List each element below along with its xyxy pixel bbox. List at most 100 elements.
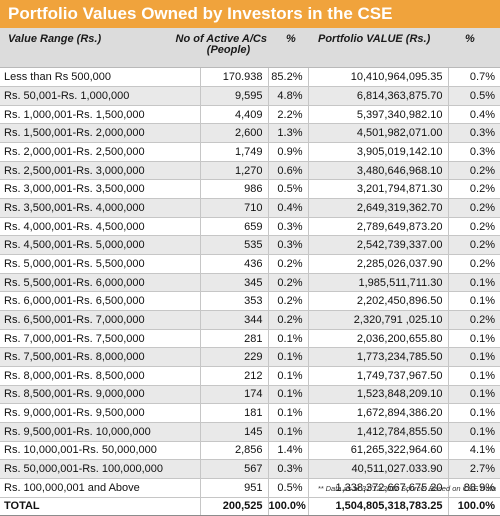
value-pct-cell: 0.4% xyxy=(448,105,500,125)
accounts-pct-cell: 0.4% xyxy=(268,198,309,218)
table-row: Rs. 5,500,001-Rs. 6,000,000 345 0.2% 1,985,… xyxy=(0,273,500,293)
accounts-pct-cell: 0.3% xyxy=(268,235,309,256)
value-range-cell: Rs. 7,000,001-Rs. 7,500,000 xyxy=(0,329,201,349)
value-pct-cell: 0.2% xyxy=(448,198,500,218)
portfolio-value-cell: 3,905,019,142.10 xyxy=(308,142,449,162)
portfolio-value-cell: 4,501,982,071.00 xyxy=(308,123,449,144)
header-value-range: Value Range (Rs.) xyxy=(8,33,102,45)
accounts-pct-cell: 0.1% xyxy=(268,422,309,442)
accounts-cell: 535 xyxy=(200,235,269,256)
value-pct-cell: 4.1% xyxy=(448,441,500,461)
portfolio-value-cell: 5,397,340,982.10 xyxy=(308,105,449,125)
table-row: Rs. 7,000,001-Rs. 7,500,000 281 0.1% 2,036,… xyxy=(0,329,500,349)
portfolio-value-cell: 2,036,200,655.80 xyxy=(308,329,449,349)
table-row: Rs. 9,000,001-Rs. 9,500,000 181 0.1% 1,672,… xyxy=(0,403,500,423)
value-pct-cell: 0.1% xyxy=(448,291,500,312)
accounts-cell: 353 xyxy=(200,291,269,312)
footnote: ** Data as at 31/12/2011 Source: Based o… xyxy=(317,484,496,493)
table-row: Rs. 9,500,001-Rs. 10,000,000 145 0.1% 1,412… xyxy=(0,422,500,442)
value-range-cell: Rs. 6,500,001-Rs. 7,000,000 xyxy=(0,310,201,330)
value-pct-cell: 88.9% xyxy=(448,478,500,498)
page-title: Portfolio Values Owned by Investors in t… xyxy=(0,0,500,28)
accounts-pct-cell: 4.8% xyxy=(268,86,309,106)
table-row: Rs. 100,000,001 and Above 951 0.5% 1,338,37… xyxy=(0,478,500,498)
header-pct-value: % xyxy=(465,33,475,45)
portfolio-value-cell: 2,320,791 ,025.10 xyxy=(308,310,449,330)
portfolio-value-cell: 1,749,737,967.50 xyxy=(308,366,449,386)
value-pct-cell: 0.2% xyxy=(448,254,500,274)
accounts-pct-cell: 1.4% xyxy=(268,441,309,461)
accounts-cell: 174 xyxy=(200,385,269,405)
accounts-cell: 986 xyxy=(200,179,269,200)
table-row: Rs. 3,500,001-Rs. 4,000,000 710 0.4% 2,649,… xyxy=(0,198,500,218)
header-pct-accounts: % xyxy=(286,33,296,45)
accounts-cell: 1,749 xyxy=(200,142,269,162)
value-pct-cell: 0.1% xyxy=(448,273,500,293)
accounts-cell: 181 xyxy=(200,403,269,423)
value-range-cell: Rs. 2,500,001-Rs. 3,000,000 xyxy=(0,161,201,181)
value-range-cell: Rs. 5,000,001-Rs. 5,500,000 xyxy=(0,254,201,274)
value-range-cell: Rs. 6,000,001-Rs. 6,500,000 xyxy=(0,291,201,312)
table-row: Rs. 2,000,001-Rs. 2,500,000 1,749 0.9% 3,90… xyxy=(0,142,500,162)
value-pct-cell: 0.1% xyxy=(448,385,500,405)
table-row: Less than Rs 500,000 170.938 85.2% 10,410,9… xyxy=(0,68,500,88)
portfolio-value-cell: 2,202,450,896.50 xyxy=(308,291,449,312)
total-row: TOTAL 200,525 100.0% 1,504,805,318,783.25 10… xyxy=(0,497,500,516)
value-pct-cell: 0.3% xyxy=(448,123,500,144)
table-row: Rs. 50,001-Rs. 1,000,000 9,595 4.8% 6,814,3… xyxy=(0,86,500,106)
table-row: Rs. 50,000,001-Rs. 100,000,000 567 0.3% 40,… xyxy=(0,459,500,479)
table-row: Rs. 8,500,001-Rs. 9,000,000 174 0.1% 1,523,… xyxy=(0,385,500,405)
portfolio-value-cell: 3,480,646,968.10 xyxy=(308,161,449,181)
portfolio-value-cell: 1,523,848,209.10 xyxy=(308,385,449,405)
accounts-pct-cell: 0.1% xyxy=(268,403,309,423)
accounts-cell: 710 xyxy=(200,198,269,218)
table-row: Rs. 3,000,001-Rs. 3,500,000 986 0.5% 3,201,… xyxy=(0,179,500,200)
portfolio-value-cell: 2,285,026,037.90 xyxy=(308,254,449,274)
accounts-cell: 145 xyxy=(200,422,269,442)
accounts-pct-cell: 0.6% xyxy=(268,161,309,181)
header-accounts: No of Active A/Cs (People) xyxy=(150,34,267,56)
portfolio-value-cell: 6,814,363,875.70 xyxy=(308,86,449,106)
accounts-pct-cell: 0.9% xyxy=(268,142,309,162)
accounts-cell: 4,409 xyxy=(200,105,269,125)
value-range-cell: Rs. 1,500,001-Rs. 2,000,000 xyxy=(0,123,201,144)
header-accounts-line2: (People) xyxy=(206,44,251,56)
portfolio-value-cell: 1,504,805,318,783.25 xyxy=(308,497,449,516)
value-range-cell: Rs. 1,000,001-Rs. 1,500,000 xyxy=(0,105,201,125)
accounts-pct-cell: 1.3% xyxy=(268,123,309,144)
table-row: Rs. 7,500,001-Rs. 8,000,000 229 0.1% 1,773,… xyxy=(0,347,500,367)
accounts-pct-cell: 0.3% xyxy=(268,459,309,479)
value-pct-cell: 0.2% xyxy=(448,217,500,237)
accounts-pct-cell: 0.3% xyxy=(268,217,309,237)
accounts-pct-cell: 0.5% xyxy=(268,179,309,200)
table-row: Rs. 1,500,001-Rs. 2,000,000 2,600 1.3% 4,50… xyxy=(0,123,500,144)
accounts-cell: 170.938 xyxy=(200,68,269,88)
table-row: Rs. 10,000,001-Rs. 50,000,000 2,856 1.4% 61… xyxy=(0,441,500,461)
value-range-cell: Rs. 50,001-Rs. 1,000,000 xyxy=(0,86,201,106)
value-range-cell: Rs. 9,500,001-Rs. 10,000,000 xyxy=(0,422,201,442)
value-pct-cell: 0.1% xyxy=(448,403,500,423)
value-pct-cell: 0.7% xyxy=(448,68,500,88)
value-range-cell: Rs. 3,500,001-Rs. 4,000,000 xyxy=(0,198,201,218)
value-range-cell: Rs. 3,000,001-Rs. 3,500,000 xyxy=(0,179,201,200)
portfolio-value-cell: 1,412,784,855.50 xyxy=(308,422,449,442)
accounts-cell: 281 xyxy=(200,329,269,349)
accounts-cell: 9,595 xyxy=(200,86,269,106)
table-row: Rs. 2,500,001-Rs. 3,000,000 1,270 0.6% 3,48… xyxy=(0,161,500,181)
accounts-cell: 951 xyxy=(200,478,269,498)
value-pct-cell: 0.1% xyxy=(448,329,500,349)
value-pct-cell: 2.7% xyxy=(448,459,500,479)
value-range-cell: Rs. 100,000,001 and Above xyxy=(0,478,201,498)
value-range-cell: TOTAL xyxy=(0,497,201,516)
table-row: Rs. 4,000,001-Rs. 4,500,000 659 0.3% 2,789,… xyxy=(0,217,500,237)
value-pct-cell: 0.2% xyxy=(448,310,500,330)
portfolio-value-cell: 3,201,794,871.30 xyxy=(308,179,449,200)
table-row: Rs. 6,500,001-Rs. 7,000,000 344 0.2% 2,320,… xyxy=(0,310,500,330)
value-range-cell: Rs. 5,500,001-Rs. 6,000,000 xyxy=(0,273,201,293)
accounts-cell: 567 xyxy=(200,459,269,479)
accounts-cell: 2,856 xyxy=(200,441,269,461)
portfolio-value-cell: 10,410,964,095.35 xyxy=(308,68,449,88)
accounts-pct-cell: 100.0% xyxy=(268,497,309,516)
table-row: Rs. 8,000,001-Rs. 8,500,000 212 0.1% 1,749,… xyxy=(0,366,500,386)
value-range-cell: Rs. 2,000,001-Rs. 2,500,000 xyxy=(0,142,201,162)
